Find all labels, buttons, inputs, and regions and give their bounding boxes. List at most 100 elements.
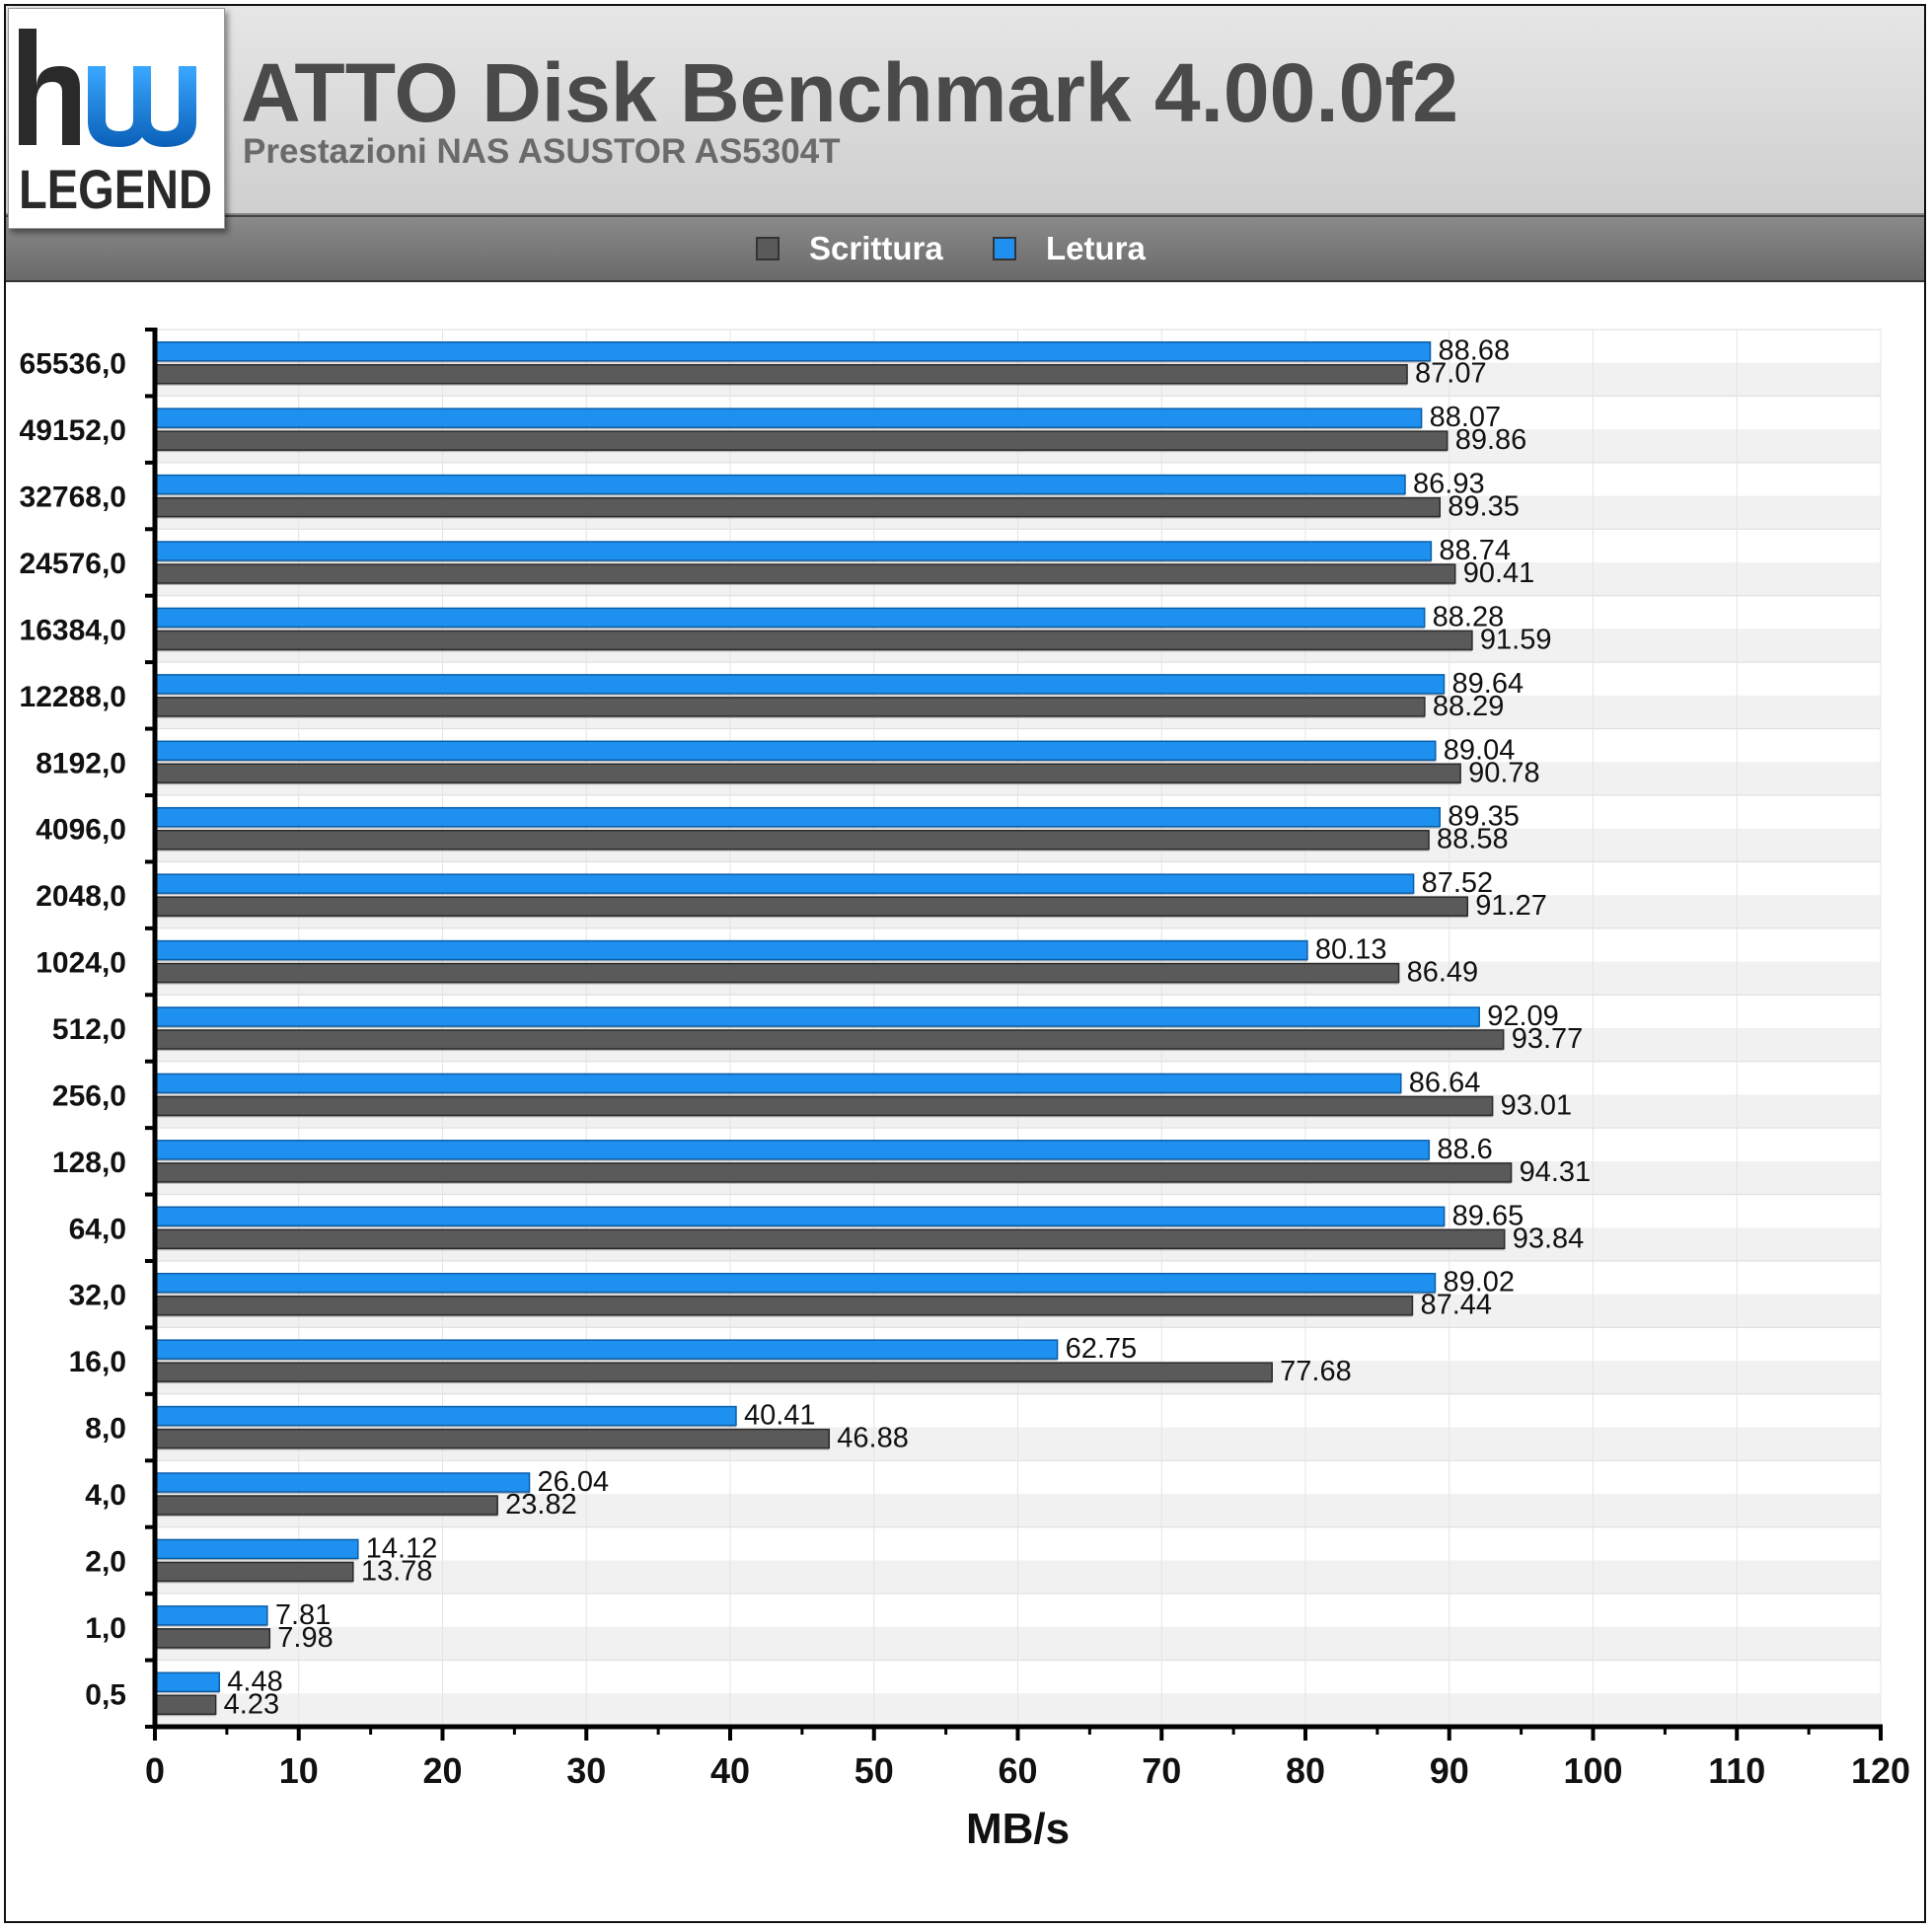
value-label-letura-512-0: 92.09 [1487,1001,1559,1032]
value-label-scrittura-8192-0: 90.78 [1468,757,1540,788]
value-label-letura-12288-0: 89.64 [1452,668,1524,700]
value-label-scrittura-16-0: 77.68 [1280,1356,1352,1387]
value-label-scrittura-4096-0: 88.58 [1437,824,1509,855]
bar-scrittura-32768-0 [154,496,1442,518]
bar-scrittura-65536-0 [154,363,1408,385]
value-label-scrittura-4-0: 23.82 [505,1489,577,1521]
value-label-letura-128-0: 88.6 [1437,1134,1492,1165]
bar-letura-8-0 [154,1405,737,1427]
y-tick-label-16384-0: 16384,0 [20,614,126,646]
bar-letura-32768-0 [154,474,1406,495]
bar-letura-65536-0 [154,340,1432,362]
x-tick-label-70: 70 [1142,1750,1181,1791]
value-label-scrittura-128-0: 94.31 [1520,1156,1592,1188]
x-tick-label-120: 120 [1851,1750,1910,1791]
bar-scrittura-16-0 [154,1362,1273,1382]
value-label-scrittura-8-0: 46.88 [837,1423,909,1454]
x-tick-label-10: 10 [279,1750,319,1791]
bar-scrittura-64-0 [154,1228,1506,1250]
chart-title: ATTO Disk Benchmark 4.00.0f2 [241,46,1459,139]
y-tick-label-2-0: 2,0 [85,1545,126,1578]
value-label-scrittura-256-0: 93.01 [1501,1089,1573,1121]
hwlegend-logo: LEGEND [8,8,225,229]
bar-letura-4096-0 [154,806,1442,828]
bar-scrittura-256-0 [154,1095,1494,1117]
value-label-letura-49152-0: 88.07 [1430,402,1502,433]
bar-letura-4-0 [154,1472,531,1493]
value-label-letura-64-0: 89.65 [1452,1200,1524,1231]
bar-scrittura-8-0 [154,1428,831,1449]
y-tick-label-256-0: 256,0 [52,1079,126,1112]
value-label-scrittura-0-5: 4.23 [224,1688,279,1720]
value-label-scrittura-65536-0: 87.07 [1415,358,1487,390]
chart-header: ATTO Disk Benchmark 4.00.0f2 Prestazioni… [6,6,1924,215]
bar-scrittura-24576-0 [154,563,1456,584]
legend: Scrittura Letura [6,215,1924,282]
value-label-scrittura-24576-0: 90.41 [1463,557,1535,589]
y-tick-label-1024-0: 1024,0 [36,947,126,980]
bar-scrittura-512-0 [154,1029,1505,1050]
y-tick-label-2048-0: 2048,0 [36,880,126,913]
value-label-scrittura-12288-0: 88.29 [1433,691,1505,722]
bar-scrittura-2-0 [154,1561,354,1583]
y-tick-label-49152-0: 49152,0 [20,414,126,447]
legend-item-letura: Letura [993,230,1146,266]
value-label-letura-16384-0: 88.28 [1433,601,1505,632]
value-label-letura-0-5: 4.48 [227,1666,282,1697]
y-tick-label-32-0: 32,0 [69,1280,126,1312]
x-tick-label-0: 0 [145,1750,165,1791]
value-label-letura-65536-0: 88.68 [1439,335,1511,367]
value-label-letura-2048-0: 87.52 [1422,867,1494,899]
chart-subtitle: Prestazioni NAS ASUSTOR AS5304T [243,132,841,171]
bar-letura-128-0 [154,1140,1431,1160]
bar-scrittura-1024-0 [154,962,1400,984]
value-label-letura-2-0: 14.12 [366,1532,438,1564]
y-tick-label-64-0: 64,0 [69,1213,126,1245]
x-tick-label-20: 20 [422,1750,462,1791]
value-label-scrittura-1-0: 7.98 [277,1622,333,1654]
bar-letura-0-5 [154,1671,221,1693]
bar-scrittura-0-5 [154,1694,217,1716]
x-axis-title: MB/s [966,1805,1070,1853]
x-tick-label-100: 100 [1563,1750,1622,1791]
y-tick-label-8192-0: 8192,0 [36,747,126,779]
legend-label-letura: Letura [1046,230,1146,266]
bar-scrittura-1-0 [154,1628,271,1649]
value-label-letura-1-0: 7.81 [275,1599,331,1631]
bar-scrittura-8192-0 [154,763,1461,784]
value-label-letura-16-0: 62.75 [1066,1333,1138,1365]
x-tick-label-60: 60 [998,1750,1037,1791]
value-label-letura-24576-0: 88.74 [1439,535,1511,566]
logo-wordmark: LEGEND [19,158,212,220]
bar-letura-16384-0 [154,607,1426,629]
y-tick-label-128-0: 128,0 [52,1147,126,1179]
y-tick-label-12288-0: 12288,0 [20,681,126,713]
bar-letura-16-0 [154,1339,1059,1360]
value-label-letura-8-0: 40.41 [744,1400,816,1432]
legend-label-scrittura: Scrittura [809,230,943,266]
bar-letura-512-0 [154,1006,1480,1027]
y-tick-label-512-0: 512,0 [52,1013,126,1046]
value-label-letura-8192-0: 89.04 [1444,734,1516,766]
bar-letura-1-0 [154,1605,268,1626]
logo-mark: LEGEND [19,29,212,220]
value-label-scrittura-512-0: 93.77 [1512,1023,1584,1055]
legend-swatch-scrittura [756,237,780,260]
bar-letura-64-0 [154,1206,1446,1227]
value-label-letura-256-0: 86.64 [1409,1067,1481,1098]
y-tick-label-0-5: 0,5 [85,1678,126,1711]
value-label-scrittura-32768-0: 89.35 [1448,491,1520,523]
x-tick-label-30: 30 [566,1750,606,1791]
legend-item-scrittura: Scrittura [756,230,943,266]
bar-letura-12288-0 [154,674,1446,695]
y-tick-label-4096-0: 4096,0 [36,814,126,847]
bar-scrittura-32-0 [154,1295,1414,1316]
bar-scrittura-128-0 [154,1162,1513,1183]
x-tick-label-50: 50 [855,1750,894,1791]
x-tick-label-90: 90 [1430,1750,1469,1791]
y-tick-label-16-0: 16,0 [69,1346,126,1378]
bar-letura-32-0 [154,1272,1437,1294]
bar-letura-49152-0 [154,408,1423,428]
bar-letura-24576-0 [154,541,1433,561]
